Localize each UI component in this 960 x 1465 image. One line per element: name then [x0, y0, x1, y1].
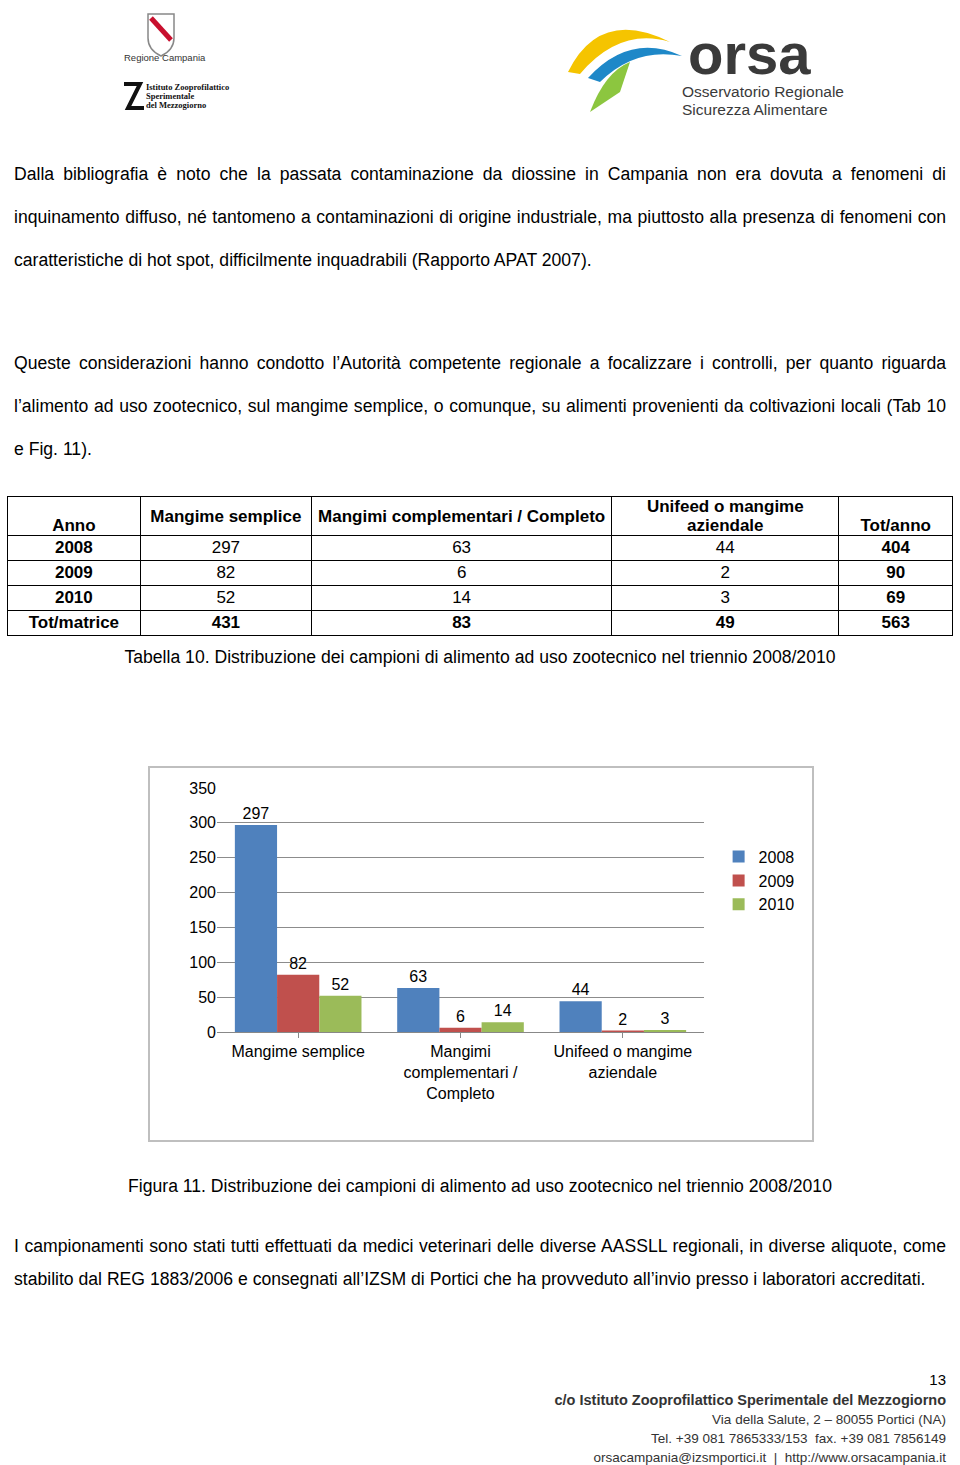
svg-text:44: 44	[572, 981, 590, 998]
html-text:69: 69	[886, 588, 906, 607]
html-text:83: 83	[452, 613, 472, 632]
html-text:2: 2	[720, 563, 730, 582]
svg-text:3: 3	[661, 1010, 670, 1027]
html-text:Mangimi complementari / Comple: Mangimi complementari / Completo	[318, 506, 606, 526]
html-text:Figura 11. Distribuzione dei c: Figura 11. Distribuzione dei campioni di…	[128, 1176, 832, 1196]
html-text:Anno: Anno	[52, 516, 96, 535]
svg-text:350: 350	[189, 780, 216, 797]
html-text:44: 44	[715, 538, 735, 557]
html-text:2009: 2009	[54, 563, 93, 582]
svg-text:Osservatorio Regionale: Osservatorio Regionale	[682, 83, 844, 100]
html-text:c/o Istituto Zooprofilattico S: c/o Istituto Zooprofilattico Sperimental…	[554, 1392, 946, 1408]
html-text:Tabella 10. Distribuzione dei: Tabella 10. Distribuzione dei campioni d…	[124, 647, 836, 667]
svg-text:Sicurezza Alimentare: Sicurezza Alimentare	[682, 101, 828, 118]
html-text:2008: 2008	[54, 538, 93, 557]
svg-text:297: 297	[243, 805, 270, 822]
svg-text:2010: 2010	[759, 896, 795, 913]
svg-text:Mangime semplice: Mangime semplice	[231, 1043, 364, 1060]
html-text:13: 13	[929, 1371, 946, 1388]
html-text:14: 14	[452, 588, 472, 607]
svg-text:Unifeed o mangimeaziendale: Unifeed o mangimeaziendale	[553, 1043, 692, 1081]
html-text:Unifeed o mangime aziendale: Unifeed o mangime aziendale	[646, 497, 804, 535]
html-text:3: 3	[720, 588, 730, 607]
html-text:Queste considerazioni hanno co: Queste considerazioni hanno condotto l’A…	[14, 353, 946, 459]
svg-text:14: 14	[494, 1002, 512, 1019]
svg-text:Sperimentale: Sperimentale	[146, 91, 195, 101]
svg-text:Istituto Zooprofilattico: Istituto Zooprofilattico	[146, 82, 230, 92]
svg-text:300: 300	[189, 814, 216, 831]
svg-text:82: 82	[289, 955, 307, 972]
html-text:Tel. +39 081 7865333/153 fax.: Tel. +39 081 7865333/153 fax. +39 081 78…	[651, 1431, 946, 1446]
html-text:52: 52	[216, 588, 236, 607]
html-text:Mangime semplice: Mangime semplice	[150, 506, 302, 526]
html-text:431: 431	[211, 613, 240, 632]
svg-text:Regione Campania: Regione Campania	[124, 52, 206, 63]
html-text:82: 82	[216, 563, 236, 582]
svg-text:6: 6	[456, 1008, 465, 1025]
svg-text:100: 100	[189, 954, 216, 971]
svg-text:2: 2	[618, 1011, 627, 1028]
html-text:I campionamenti sono stati tut: I campionamenti sono stati tutti effettu…	[14, 1236, 946, 1289]
html-text:90: 90	[886, 563, 906, 582]
html-text:297: 297	[211, 538, 240, 557]
html-text:Dalla bibliografia è noto che: Dalla bibliografia è noto che la passata…	[14, 164, 946, 270]
svg-text:150: 150	[189, 919, 216, 936]
svg-text:250: 250	[189, 849, 216, 866]
svg-text:2008: 2008	[759, 849, 795, 866]
html-text:Tot/matrice: Tot/matrice	[28, 613, 119, 632]
html-text:Tot/anno: Tot/anno	[860, 516, 931, 535]
svg-text:del Mezzogiorno: del Mezzogiorno	[146, 100, 206, 110]
html-text:404: 404	[881, 538, 910, 557]
html-text:orsacampania@izsmportici.it |: orsacampania@izsmportici.it | http://www…	[593, 1450, 946, 1465]
svg-text:200: 200	[189, 884, 216, 901]
html-text:2010: 2010	[54, 588, 93, 607]
svg-text:Mangimicomplementari /Completo: Mangimicomplementari /Completo	[404, 1043, 518, 1102]
svg-text:2009: 2009	[759, 873, 795, 890]
svg-text:0: 0	[207, 1024, 216, 1041]
html-text:49: 49	[715, 613, 735, 632]
html-text:6: 6	[456, 563, 467, 582]
html-text:63: 63	[452, 538, 472, 557]
html-text:Via della Salute, 2 – 80055 Po: Via della Salute, 2 – 80055 Portici (NA)	[712, 1412, 946, 1427]
svg-text:63: 63	[409, 968, 427, 985]
html-text:563: 563	[881, 613, 910, 632]
svg-text:50: 50	[198, 989, 216, 1006]
svg-text:52: 52	[331, 976, 349, 993]
svg-text:orsa: orsa	[688, 21, 811, 86]
